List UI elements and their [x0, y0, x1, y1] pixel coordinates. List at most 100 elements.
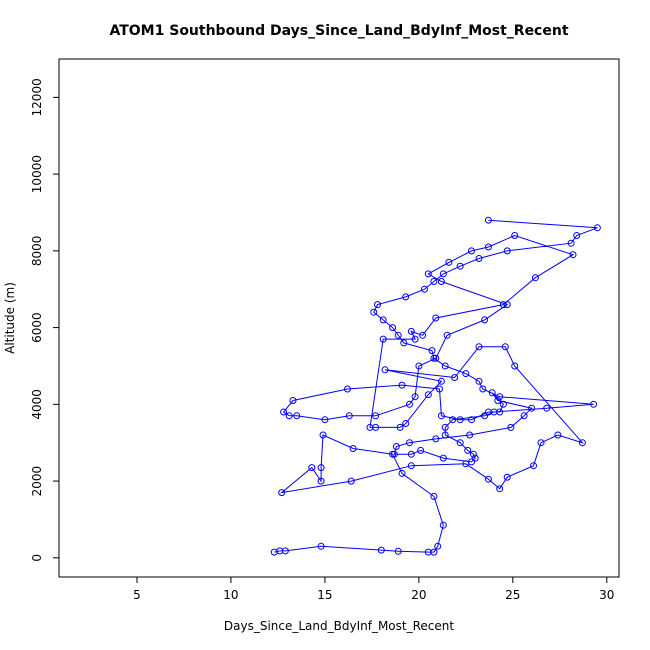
data-point — [411, 335, 419, 343]
y-tick-label: 6000 — [30, 312, 44, 343]
data-point — [488, 389, 496, 397]
data-point — [406, 400, 413, 408]
data-point — [462, 370, 470, 378]
data-point — [554, 431, 562, 439]
data-point — [593, 224, 601, 232]
data-point — [484, 475, 492, 483]
data-point — [432, 314, 440, 322]
data-point — [464, 446, 472, 454]
data-point — [344, 385, 351, 393]
plot-frame — [58, 58, 620, 578]
data-point — [475, 343, 483, 351]
data-point — [317, 464, 325, 472]
data-point — [436, 385, 443, 393]
data-point — [439, 521, 447, 529]
data-point — [469, 450, 477, 458]
data-point — [377, 546, 385, 554]
data-point — [411, 393, 419, 401]
data-point — [366, 423, 374, 431]
data-point — [590, 400, 598, 408]
data-point — [441, 362, 449, 370]
data-point — [528, 404, 536, 412]
data-point — [402, 420, 410, 427]
data-point — [494, 397, 502, 404]
data-point — [308, 464, 316, 472]
data-point — [573, 232, 581, 239]
data-point — [481, 316, 489, 324]
x-tick-label: 5 — [133, 588, 141, 602]
y-tick-label: 0 — [30, 554, 44, 562]
data-point — [396, 423, 404, 431]
data-point — [402, 293, 410, 301]
data-point — [569, 251, 577, 259]
data-point — [503, 473, 511, 481]
data-point — [439, 270, 447, 278]
data-point — [321, 416, 329, 424]
series-layer — [270, 216, 601, 556]
data-point — [280, 408, 288, 416]
x-axis: 5 10 15 20 25 30 — [133, 576, 614, 602]
data-point — [437, 412, 445, 420]
data-point — [468, 458, 475, 466]
data-point — [531, 274, 539, 282]
data-point — [417, 446, 425, 454]
data-point — [379, 335, 387, 343]
data-point — [430, 492, 438, 500]
data-point — [293, 412, 301, 420]
data-point — [439, 454, 447, 462]
data-point — [449, 416, 457, 424]
data-point — [398, 469, 406, 477]
data-point — [484, 216, 492, 224]
data-point — [390, 450, 398, 458]
data-point — [578, 439, 586, 447]
data-point — [479, 385, 487, 393]
data-point — [406, 439, 413, 447]
data-point — [285, 412, 293, 420]
data-point — [432, 435, 440, 443]
data-point — [398, 381, 406, 389]
data-point — [468, 247, 475, 255]
y-axis-label: Altitude (m) — [3, 282, 17, 354]
data-point — [317, 477, 325, 485]
y-tick-label: 2000 — [30, 466, 44, 497]
data-point — [503, 301, 511, 309]
data-point — [349, 445, 357, 452]
y-tick-label: 8000 — [30, 236, 44, 267]
data-point — [496, 485, 504, 493]
data-point — [511, 232, 519, 239]
data-point — [281, 547, 289, 555]
data-point — [394, 331, 402, 339]
data-point — [530, 462, 537, 470]
data-point — [437, 377, 445, 385]
data-point — [567, 239, 575, 247]
x-axis-label: Days_Since_Land_BdyInf_Most_Recent — [224, 619, 454, 633]
series-line — [274, 219, 598, 553]
data-point — [392, 443, 400, 450]
data-point — [537, 439, 545, 447]
data-point — [468, 416, 475, 424]
data-point — [437, 278, 445, 285]
y-tick-label: 10000 — [30, 155, 44, 193]
data-point — [507, 423, 515, 431]
data-point — [430, 354, 438, 362]
data-point — [432, 354, 440, 362]
data-point — [430, 278, 438, 285]
data-point — [456, 416, 464, 424]
data-point — [289, 397, 297, 404]
data-point — [496, 393, 504, 401]
y-axis: 0 2000 4000 6000 8000 10000 12000 — [30, 78, 60, 562]
y-tick-label: 4000 — [30, 389, 44, 420]
data-point — [484, 243, 492, 251]
data-point — [415, 362, 423, 370]
data-point — [317, 542, 325, 550]
x-tick-label: 20 — [411, 588, 426, 602]
data-point — [456, 262, 464, 270]
chart-title: ATOM1 Southbound Days_Since_Land_BdyInf_… — [109, 23, 568, 39]
data-point — [445, 258, 453, 266]
x-tick-label: 30 — [599, 588, 614, 602]
data-point — [481, 412, 489, 420]
data-point — [278, 489, 286, 497]
data-point — [370, 308, 378, 316]
data-point — [374, 301, 381, 309]
